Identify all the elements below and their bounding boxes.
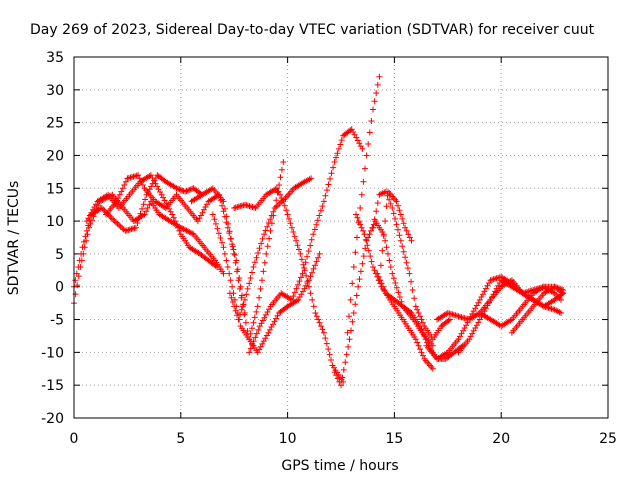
y-tick-label: 5: [55, 247, 64, 263]
x-axis-label: GPS time / hours: [281, 458, 398, 474]
y-tick-label: 20: [46, 148, 64, 164]
series-sat-15: [376, 188, 415, 284]
series-markers: [231, 185, 347, 385]
series-markers: [508, 283, 567, 336]
series-sat-03: [83, 172, 221, 270]
x-tick-label: 15: [385, 431, 403, 447]
x-tick-label: 10: [279, 431, 297, 447]
series-markers: [226, 175, 315, 323]
y-tick-label: -5: [50, 313, 64, 329]
plot-frame: [73, 56, 609, 419]
y-tick-label: 10: [46, 214, 64, 230]
y-tick-label: 30: [46, 83, 64, 99]
x-tick-label: 20: [492, 431, 510, 447]
x-tick-label: 25: [599, 431, 617, 447]
axis-ticks: 0 5 10 15 20 25 -20 -15 -10 -5 0 5 10 15 20 25 30 35: [41, 50, 617, 447]
y-tick-label: 25: [46, 116, 64, 132]
series-sat-20: [508, 283, 567, 336]
series-sat-13: [370, 188, 453, 343]
series-markers: [246, 126, 366, 356]
series-sat-07: [226, 175, 315, 323]
y-tick-label: -15: [41, 378, 64, 394]
grid-lines: [74, 57, 608, 418]
y-tick-label: 35: [46, 50, 64, 66]
x-tick-label: 0: [70, 431, 79, 447]
y-axis-label: SDTVAR / TECUs: [6, 181, 22, 296]
series-sat-09: [246, 126, 366, 356]
x-tick-label: 5: [176, 431, 185, 447]
y-tick-label: 15: [46, 181, 64, 197]
series-sat-08: [231, 185, 347, 385]
series-markers: [376, 188, 415, 284]
y-tick-label: 0: [55, 280, 64, 296]
series-markers: [370, 188, 453, 343]
chart-title: Day 269 of 2023, Sidereal Day-to-day VTE…: [30, 22, 595, 38]
y-tick-label: -20: [41, 411, 64, 427]
series-markers: [83, 172, 221, 270]
y-tick-label: -10: [41, 345, 64, 361]
